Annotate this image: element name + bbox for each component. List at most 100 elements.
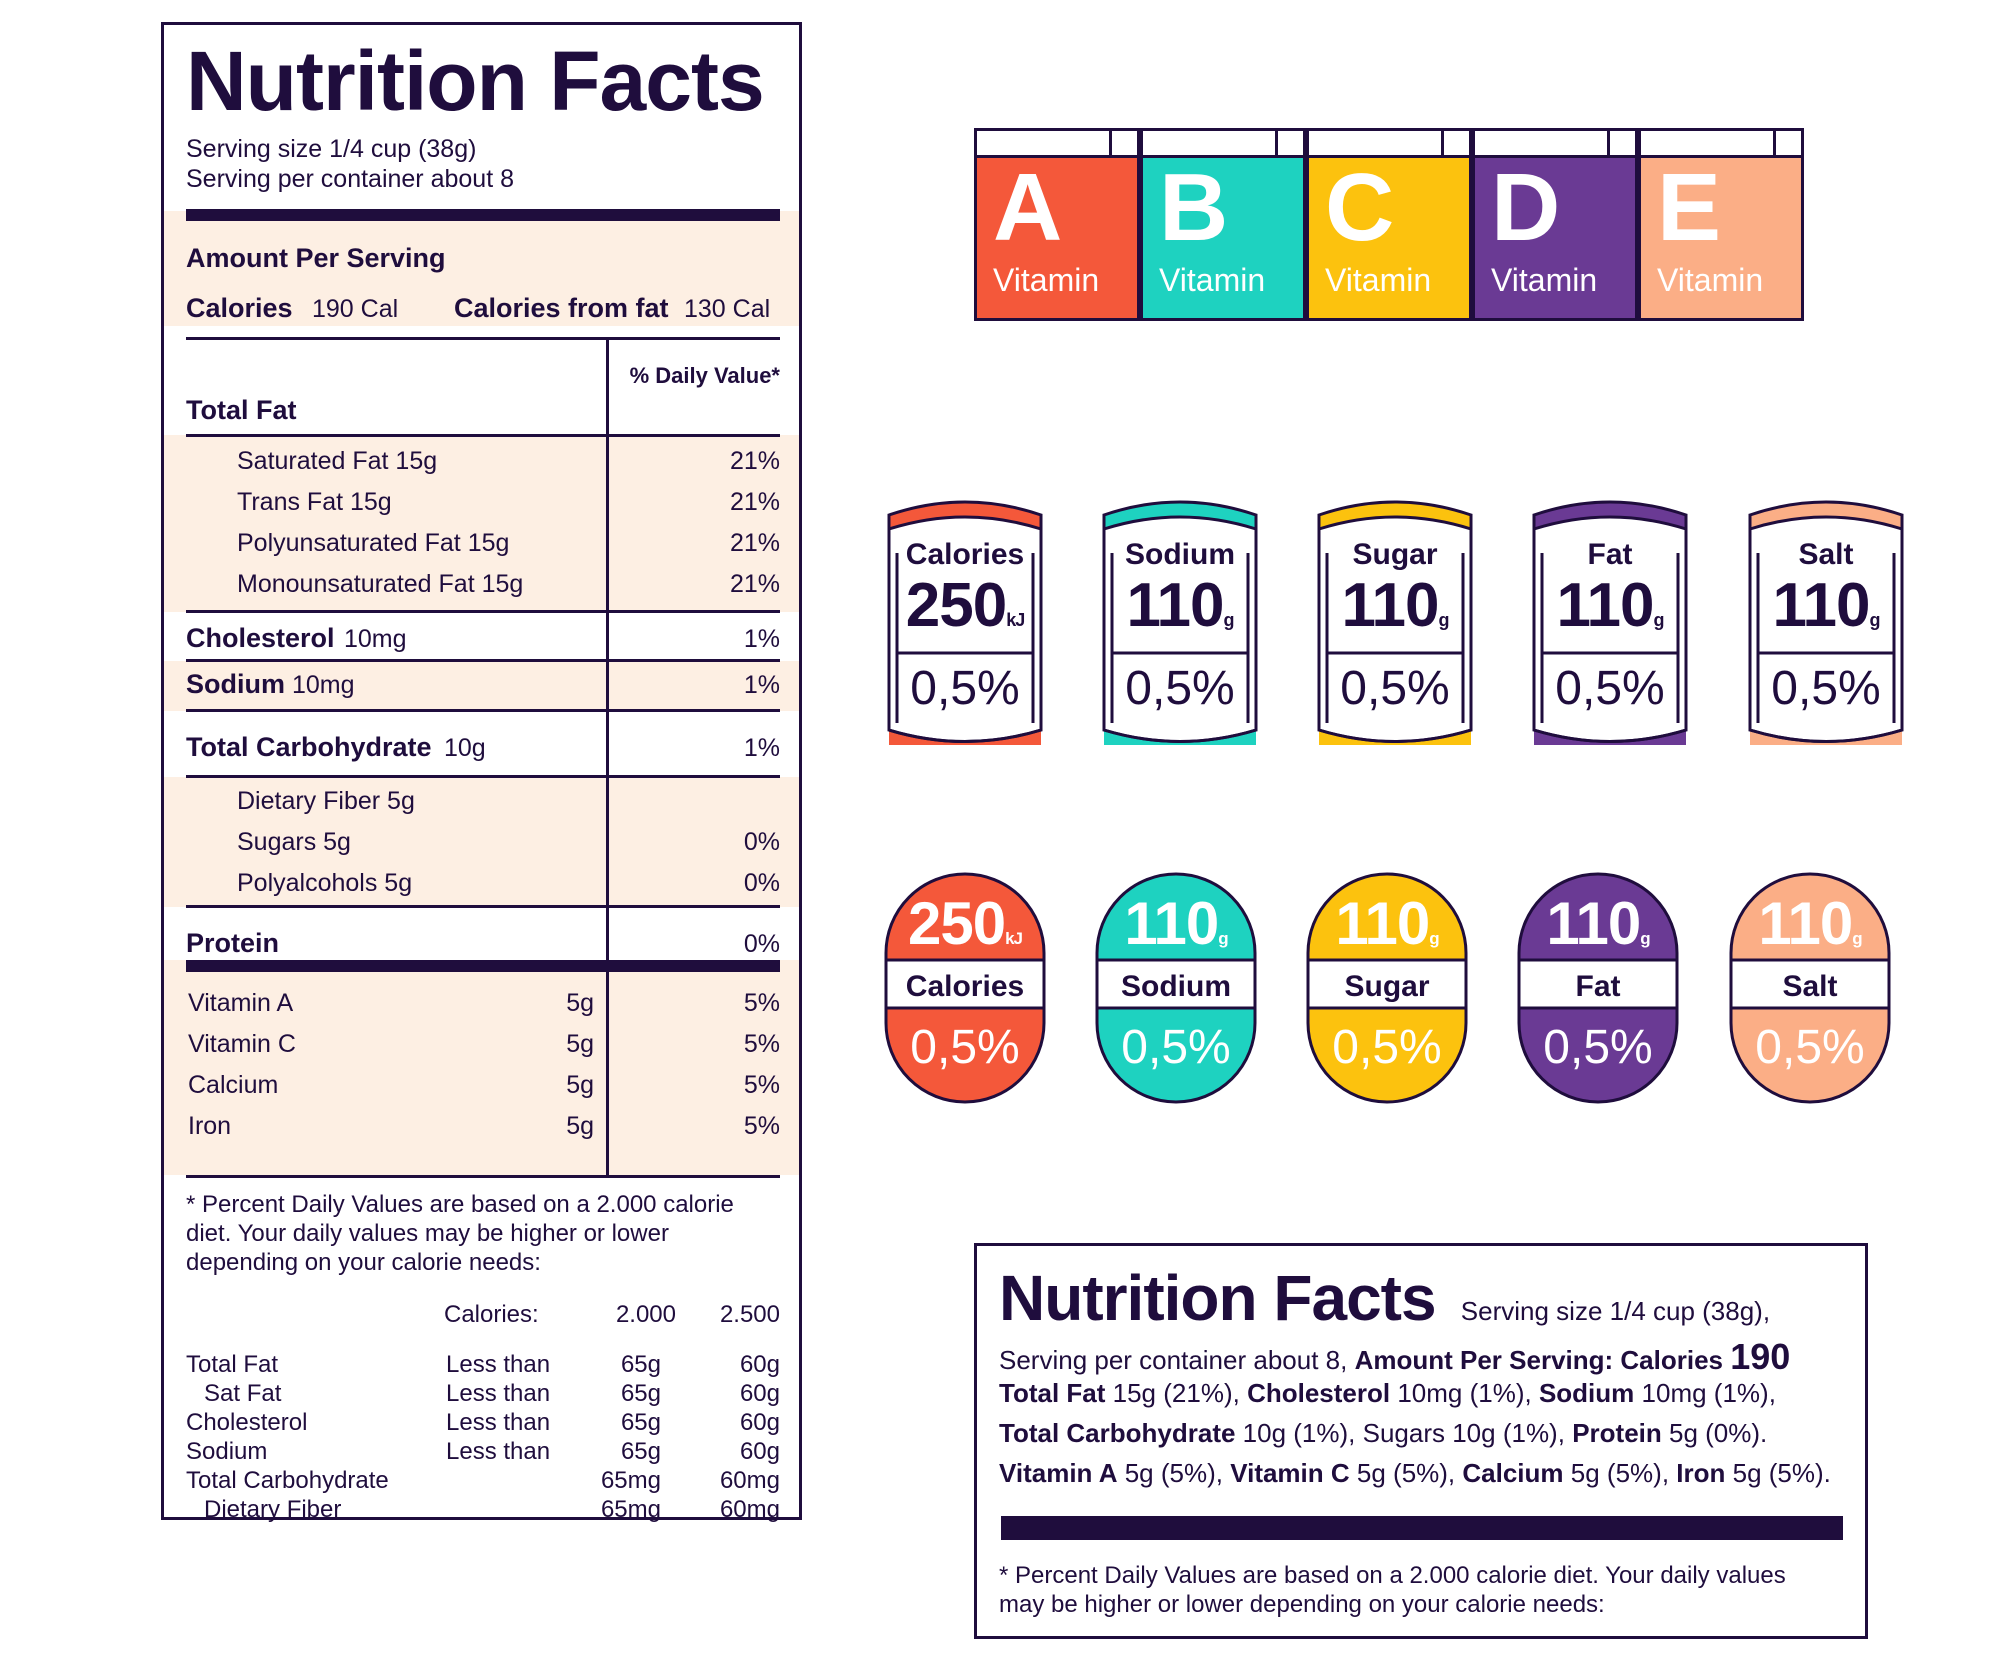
- compact-title: Nutrition Facts: [999, 1262, 1437, 1334]
- vitamin-card-body: B Vitamin: [1140, 155, 1306, 321]
- label-title: Nutrition Facts: [186, 34, 765, 128]
- vitamin-card-e: E Vitamin: [1638, 128, 1804, 321]
- compact-calcium: Calcium: [1462, 1458, 1564, 1488]
- footer-row-name: Sat Fat: [204, 1380, 282, 1407]
- fat-row-pct: 21%: [729, 570, 780, 598]
- vitamin-card-body: A Vitamin: [974, 155, 1140, 321]
- compact-iron-val: 5g (5%).: [1732, 1458, 1831, 1488]
- carb-row-pct: 0%: [743, 828, 780, 856]
- badge-value-number: 110: [1556, 571, 1654, 640]
- round-badge-value: 110g: [1095, 894, 1257, 954]
- vitamin-word: Vitamin: [1657, 262, 1764, 298]
- compact-line-2: Serving per container about 8, Amount Pe…: [999, 1339, 1790, 1375]
- badge-outline: [887, 500, 1043, 743]
- round-badge-value-number: 110: [1546, 890, 1641, 957]
- round-badge-band: [1095, 958, 1257, 1010]
- compact-protein-val: 5g (0%).: [1669, 1418, 1768, 1448]
- round-badge-shape: [884, 872, 1046, 1104]
- vitamin-pct: 5%: [743, 1030, 780, 1058]
- round-badge-percent: 0,5%: [1755, 1021, 1865, 1074]
- footer-row-c1: 65g: [620, 1438, 661, 1465]
- badge-percent: 0,5%: [1340, 662, 1450, 715]
- round-badge-name: Sugar: [1344, 970, 1430, 1003]
- compact-total-fat: Total Fat: [999, 1378, 1106, 1408]
- badge-unit: g: [1869, 610, 1881, 630]
- badge-name: Salt: [1798, 538, 1854, 571]
- compact-serving-size: Serving size 1/4 cup (38g),: [1460, 1296, 1771, 1326]
- calories-label: Calories: [186, 293, 293, 323]
- round-badge-value: 110g: [1729, 894, 1891, 954]
- vitamin-card-body: E Vitamin: [1638, 155, 1804, 321]
- servings-per-container: Serving per container about 8: [186, 165, 514, 193]
- badge-outline: [1532, 500, 1688, 743]
- badge-unit: g: [1653, 610, 1665, 630]
- sodium-amount: 10mg: [292, 671, 355, 699]
- round-badge-unit: g: [1429, 929, 1439, 948]
- footer-row-c1: 65mg: [600, 1496, 661, 1523]
- badge-name: Sodium: [1125, 538, 1235, 571]
- vitamin-name: Iron: [188, 1112, 232, 1140]
- badge-value: 250kJ: [887, 575, 1043, 637]
- round-badge-value: 110g: [1306, 894, 1468, 954]
- compact-protein: Protein: [1572, 1418, 1662, 1448]
- vitamin-name: Vitamin C: [188, 1030, 296, 1058]
- divider: [186, 709, 780, 712]
- footer-row-name: Dietary Fiber: [204, 1496, 342, 1523]
- compact-carbs-val: 10g (1%), Sugars 10g (1%),: [1242, 1418, 1565, 1448]
- round-badge-band: [1729, 958, 1891, 1010]
- vitamin-pct: 5%: [743, 1112, 780, 1140]
- fat-row-pct: 21%: [729, 488, 780, 516]
- footer-calories-label: Calories:: [444, 1301, 539, 1328]
- compact-sodium-val: 10mg (1%),: [1641, 1378, 1776, 1408]
- vitamin-strip: A Vitamin B Vitamin C Vitamin D Vitamin …: [974, 128, 1804, 321]
- compact-calories-value: 190: [1730, 1336, 1791, 1377]
- rect-badge-shape: [1748, 500, 1904, 745]
- carb-row-name: Polyalcohols 5g: [237, 869, 413, 897]
- vitamin-amount: 5g: [566, 1030, 594, 1058]
- divider: [186, 775, 780, 778]
- footer-row-limit: Less than: [446, 1438, 551, 1465]
- vitamin-letter: E: [1657, 154, 1722, 261]
- footer-row-c2: 60mg: [719, 1467, 780, 1494]
- calories-fat-value: 130 Cal: [684, 295, 771, 323]
- round-badge-unit: g: [1852, 929, 1862, 948]
- badge-outline: [1317, 500, 1473, 743]
- compact-iron: Iron: [1676, 1458, 1726, 1488]
- badge-percent: 0,5%: [1771, 662, 1881, 715]
- vitamin-card-a: A Vitamin: [974, 128, 1140, 321]
- vitamin-name: Vitamin A: [188, 989, 294, 1017]
- rect-badge-shape: [1532, 500, 1688, 745]
- footer-row-name: Sodium: [186, 1438, 268, 1465]
- divider: [186, 1175, 780, 1178]
- compact-vit-c-val: 5g (5%),: [1356, 1458, 1456, 1488]
- rect-badge-sugar: Sugar 110g 0,5%: [1317, 495, 1473, 745]
- badge-percent: 0,5%: [1555, 662, 1665, 715]
- compact-cholesterol: Cholesterol: [1247, 1378, 1391, 1408]
- fat-row-name: Trans Fat 15g: [237, 488, 392, 516]
- thick-divider: [186, 209, 780, 221]
- carb-row-pct: 0%: [743, 869, 780, 897]
- compact-amount-calories: Amount Per Serving: Calories: [1354, 1345, 1723, 1375]
- compact-carbs: Total Carbohydrate: [999, 1418, 1236, 1448]
- round-badge-percent: 0,5%: [1543, 1021, 1653, 1074]
- badge-value-number: 110: [1126, 571, 1224, 640]
- footer-row-c1: 65mg: [600, 1467, 661, 1494]
- carbs-pct: 1%: [743, 734, 780, 762]
- vitamin-tab-box: [1607, 131, 1635, 161]
- divider: [186, 610, 780, 613]
- compact-vit-a: Vitamin A: [999, 1458, 1118, 1488]
- compact-thick-bar: [1001, 1516, 1843, 1540]
- band-carbs: [164, 777, 799, 907]
- sodium-pct: 1%: [743, 671, 780, 699]
- round-badge-percent: 0,5%: [1121, 1021, 1231, 1074]
- column-divider: [606, 340, 609, 457]
- carbs-amount: 10g: [444, 734, 486, 762]
- fat-row-name: Polyunsaturated Fat 15g: [237, 529, 510, 557]
- badge-outline: [1748, 500, 1904, 743]
- compact-vit-c: Vitamin C: [1230, 1458, 1350, 1488]
- round-badge-band: [884, 958, 1046, 1010]
- nutrition-label-main: Nutrition Facts Serving size 1/4 cup (38…: [161, 22, 802, 1523]
- rect-badge-fat: Fat 110g 0,5%: [1532, 495, 1688, 745]
- compact-line-5: Vitamin A 5g (5%), Vitamin C 5g (5%), Ca…: [999, 1460, 1831, 1486]
- vitamin-amount: 5g: [566, 1112, 594, 1140]
